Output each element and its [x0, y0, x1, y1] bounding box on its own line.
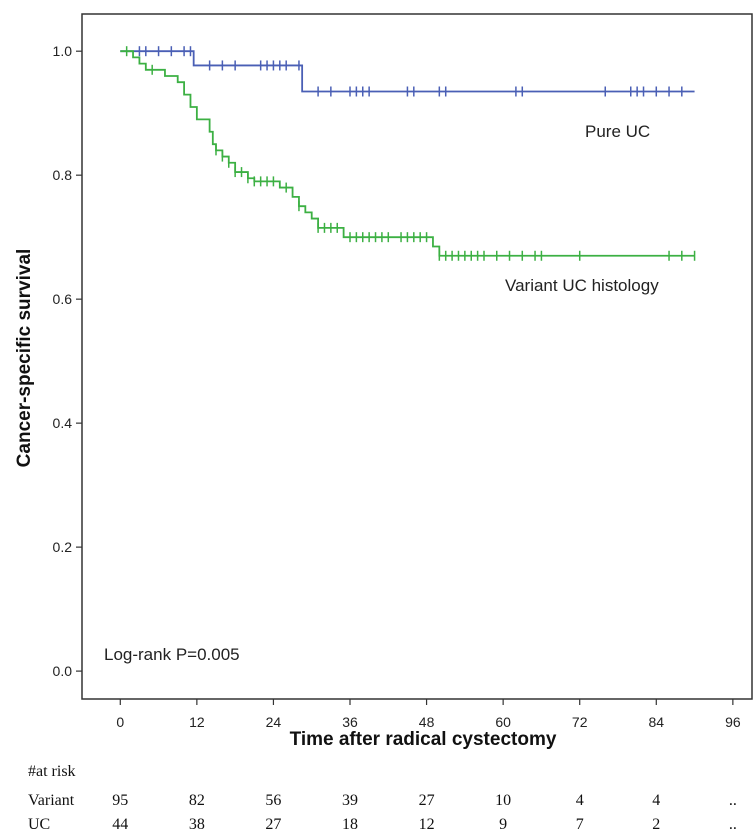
risk-count: .. [729, 816, 737, 833]
risk-count: 44 [112, 816, 128, 833]
x-tick-label: 84 [648, 714, 664, 730]
x-tick-label: 60 [495, 714, 511, 730]
x-tick-label: 0 [116, 714, 124, 730]
risk-count: 56 [265, 792, 281, 809]
x-tick-label: 24 [266, 714, 282, 730]
risk-count: 2 [652, 816, 660, 833]
risk-count: 4 [576, 792, 584, 809]
y-tick-label: 0.0 [53, 663, 73, 679]
risk-count: 12 [419, 816, 435, 833]
risk-count: 18 [342, 816, 358, 833]
x-tick-label: 96 [725, 714, 741, 730]
legend-label-variant-uc: Variant UC histology [505, 276, 659, 295]
y-tick-label: 1.0 [53, 43, 73, 59]
risk-row-label: UC [28, 816, 50, 833]
y-axis: 0.0 0.2 0.4 0.6 0.8 1.0 [53, 43, 82, 679]
series-layer [120, 46, 696, 261]
risk-count: .. [729, 792, 737, 809]
risk-count: 82 [189, 792, 205, 809]
x-tick-label: 48 [419, 714, 435, 730]
risk-count: 10 [495, 792, 511, 809]
y-axis-title: Cancer-specific survival [14, 249, 35, 468]
risk-table-header: #at risk [28, 763, 76, 780]
series-line-pure-uc [120, 50, 695, 93]
risk-count: 38 [189, 816, 205, 833]
risk-count: 9 [499, 816, 507, 833]
x-tick-label: 12 [189, 714, 205, 730]
x-tick-label: 72 [572, 714, 588, 730]
risk-count: 7 [576, 816, 584, 833]
x-tick-label: 36 [342, 714, 358, 730]
risk-count: 95 [112, 792, 128, 809]
y-tick-label: 0.8 [53, 167, 73, 183]
legend-label-pure-uc: Pure UC [585, 122, 650, 141]
risk-table: Variant 95 82 56 39 27 10 4 4 ..UC 44 38 27 18 12 9 7 2.. [28, 792, 737, 833]
risk-row-label: Variant [28, 792, 75, 809]
risk-count: 27 [265, 816, 281, 833]
y-tick-label: 0.4 [53, 415, 73, 431]
plot-frame [81, 13, 753, 700]
y-tick-label: 0.2 [53, 539, 73, 555]
y-tick-label: 0.6 [53, 291, 73, 307]
annotation-logrank: Log-rank P=0.005 [104, 645, 240, 664]
risk-count: 4 [652, 792, 660, 809]
risk-count: 39 [342, 792, 358, 809]
risk-count: 27 [419, 792, 435, 809]
x-axis: 0 12 24 36 48 60 72 84 96 [116, 699, 741, 730]
x-axis-title: Time after radical cystectomy [290, 729, 557, 750]
